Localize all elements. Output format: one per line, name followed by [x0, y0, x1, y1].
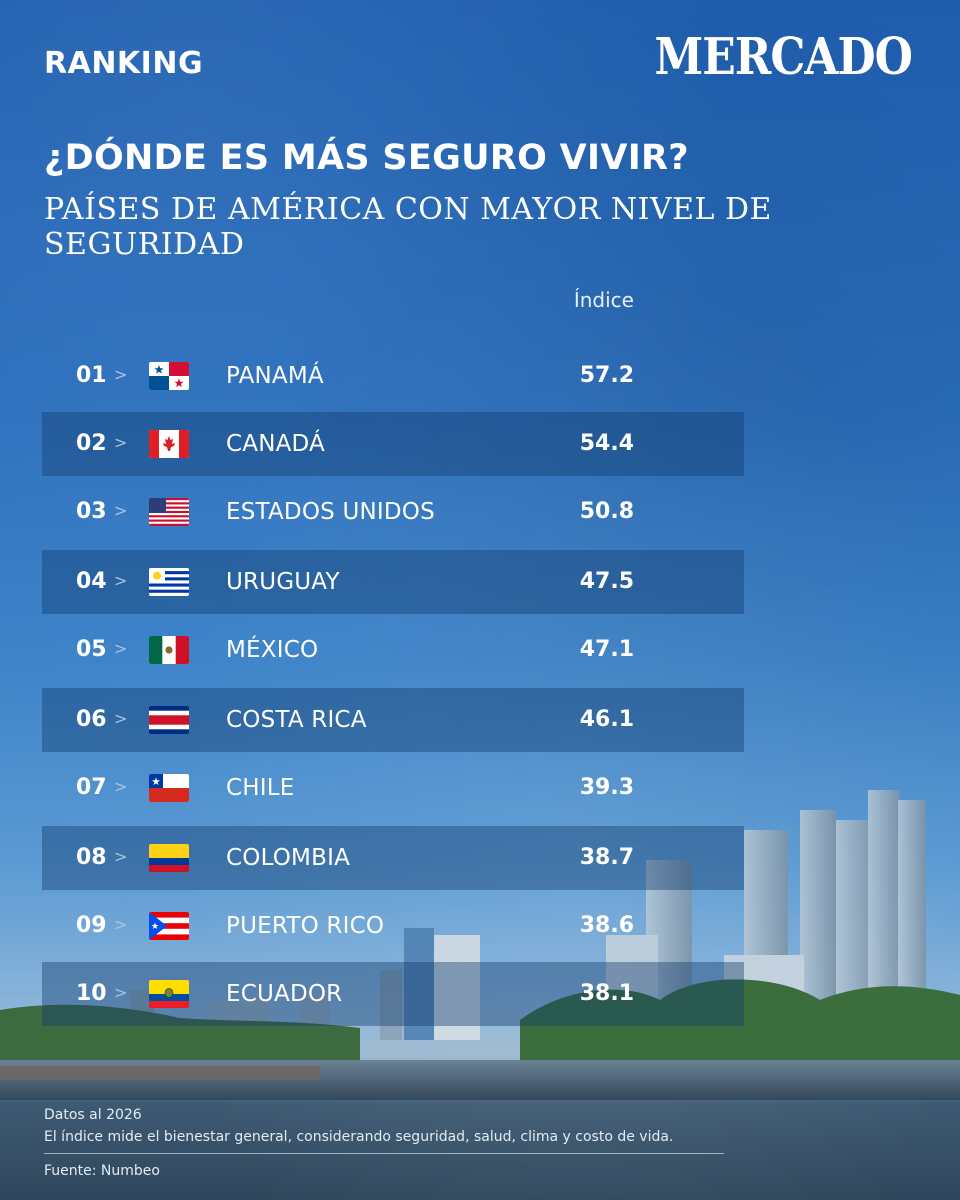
index-value: 57.2 — [579, 363, 634, 388]
mexico-flag-icon — [149, 636, 189, 664]
country-name: CANADÁ — [226, 431, 325, 457]
country-name: URUGUAY — [226, 569, 340, 595]
index-value: 54.4 — [579, 431, 634, 456]
table-row: 08 > COLOMBIA 38.7 — [42, 826, 744, 890]
chevron-right-icon: > — [114, 365, 128, 384]
chevron-right-icon: > — [114, 983, 128, 1002]
source-note: Fuente: Numbeo — [44, 1163, 160, 1179]
index-value: 39.3 — [579, 775, 634, 800]
uruguay-flag-icon — [149, 568, 189, 596]
country-name: PANAMÁ — [226, 363, 324, 389]
table-row: 10 > ECUADOR 38.1 — [42, 962, 744, 1026]
country-name: PUERTO RICO — [226, 913, 385, 939]
table-row: 04 > URUGUAY 47.5 — [42, 550, 744, 614]
footer-notes: Datos al 2026 El índice mide el bienesta… — [44, 1104, 724, 1182]
canada-flag-icon — [149, 430, 189, 458]
brand-logo: MERCADO — [654, 28, 913, 87]
panama-flag-icon — [149, 362, 189, 390]
rank-number: 04 — [76, 569, 107, 594]
chevron-right-icon: > — [114, 571, 128, 590]
country-name: MÉXICO — [226, 637, 319, 663]
table-row: 09 > PUERTO RICO 38.6 — [42, 894, 744, 958]
rank-number: 01 — [76, 363, 107, 388]
chevron-right-icon: > — [114, 847, 128, 866]
table-row: 05 > MÉXICO 47.1 — [42, 618, 744, 682]
index-value: 46.1 — [579, 707, 634, 732]
country-name: ECUADOR — [226, 981, 343, 1007]
table-row: 07 > CHILE 39.3 — [42, 756, 744, 820]
usa-flag-icon — [149, 498, 189, 526]
chevron-right-icon: > — [114, 709, 128, 728]
index-value: 38.1 — [579, 981, 634, 1006]
chevron-right-icon: > — [114, 639, 128, 658]
footer-divider — [44, 1153, 724, 1154]
chevron-right-icon: > — [114, 501, 128, 520]
index-value: 47.5 — [579, 569, 634, 594]
column-header-index: Índice — [573, 288, 634, 312]
date-note: Datos al 2026 — [44, 1107, 142, 1123]
rank-number: 07 — [76, 775, 107, 800]
section-label: RANKING — [44, 46, 204, 81]
rank-number: 03 — [76, 499, 107, 524]
page-subtitle: PAÍSES DE AMÉRICA CON MAYOR NIVEL DE SEG… — [44, 192, 772, 262]
puerto-rico-flag-icon — [149, 912, 189, 940]
chevron-right-icon: > — [114, 915, 128, 934]
country-name: CHILE — [226, 775, 295, 801]
index-value: 38.6 — [579, 913, 634, 938]
city-skyline-photo — [0, 790, 960, 1100]
costa-rica-flag-icon — [149, 706, 189, 734]
table-row: 01 > PANAMÁ 57.2 — [42, 344, 744, 408]
ecuador-flag-icon — [149, 980, 189, 1008]
index-description: El índice mide el bienestar general, con… — [44, 1129, 674, 1145]
chevron-right-icon: > — [114, 777, 128, 796]
chevron-right-icon: > — [114, 433, 128, 452]
country-name: ESTADOS UNIDOS — [226, 499, 435, 525]
rank-number: 02 — [76, 431, 107, 456]
rank-number: 10 — [76, 981, 107, 1006]
country-name: COLOMBIA — [226, 845, 351, 871]
rank-number: 09 — [76, 913, 107, 938]
rank-number: 08 — [76, 845, 107, 870]
index-value: 50.8 — [579, 499, 634, 524]
rank-number: 05 — [76, 637, 107, 662]
index-value: 47.1 — [579, 637, 634, 662]
colombia-flag-icon — [149, 844, 189, 872]
rank-number: 06 — [76, 707, 107, 732]
table-row: 06 > COSTA RICA 46.1 — [42, 688, 744, 752]
country-name: COSTA RICA — [226, 707, 367, 733]
table-row: 03 > ESTADOS UNIDOS 50.8 — [42, 480, 744, 544]
index-value: 38.7 — [579, 845, 634, 870]
chile-flag-icon — [149, 774, 189, 802]
table-row: 02 > CANADÁ 54.4 — [42, 412, 744, 476]
page-title: ¿DÓNDE ES MÁS SEGURO VIVIR? — [44, 138, 689, 178]
